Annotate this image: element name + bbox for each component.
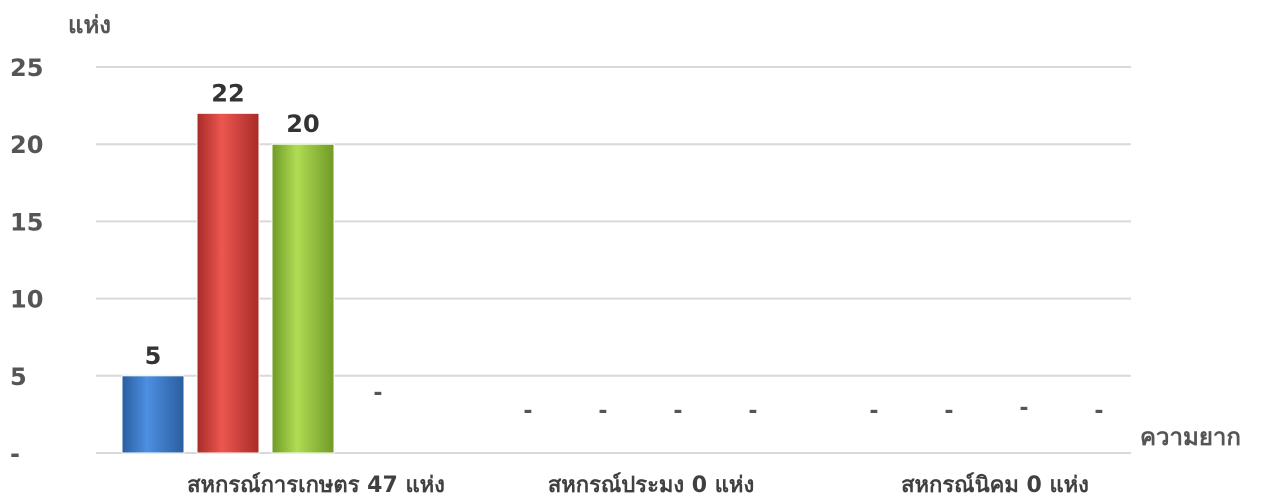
data-label: 20 [286,110,319,138]
bars [121,112,335,454]
data-labels: 5 22 20 - - - - - - - - - [145,79,1104,424]
y-axis-ticks: - 5 10 15 20 25 [10,54,43,468]
data-label: - [869,399,878,424]
data-label: - [373,381,382,406]
x-category-label: สหกรณ์นิคม 0 แห่ง [901,472,1089,498]
data-label: 5 [145,342,162,370]
y-tick-label: 10 [10,286,43,314]
data-label: - [1094,399,1103,424]
y-axis-title: แห่ง [68,11,111,39]
x-axis-title: ความยาก [1140,423,1241,451]
y-tick-label: - [10,440,20,468]
y-tick-label: 25 [10,54,43,82]
category-labels: สหกรณ์การเกษตร 47 แห่ง สหกรณ์ประมง 0 แห่ง… [187,472,1089,498]
y-tick-label: 5 [10,363,27,391]
data-label: - [673,399,682,424]
data-label: - [523,399,532,424]
data-label: - [598,399,607,424]
data-label: - [1019,396,1028,421]
x-category-label: สหกรณ์ประมง 0 แห่ง [548,472,754,498]
bar [271,143,335,454]
y-tick-label: 15 [10,208,43,236]
bar [121,375,185,454]
gridlines [96,66,1131,454]
bar [196,112,260,454]
data-label: - [944,399,953,424]
data-label: 22 [211,79,244,107]
y-tick-label: 20 [10,131,43,159]
x-category-label: สหกรณ์การเกษตร 47 แห่ง [187,472,445,498]
data-label: - [748,399,757,424]
